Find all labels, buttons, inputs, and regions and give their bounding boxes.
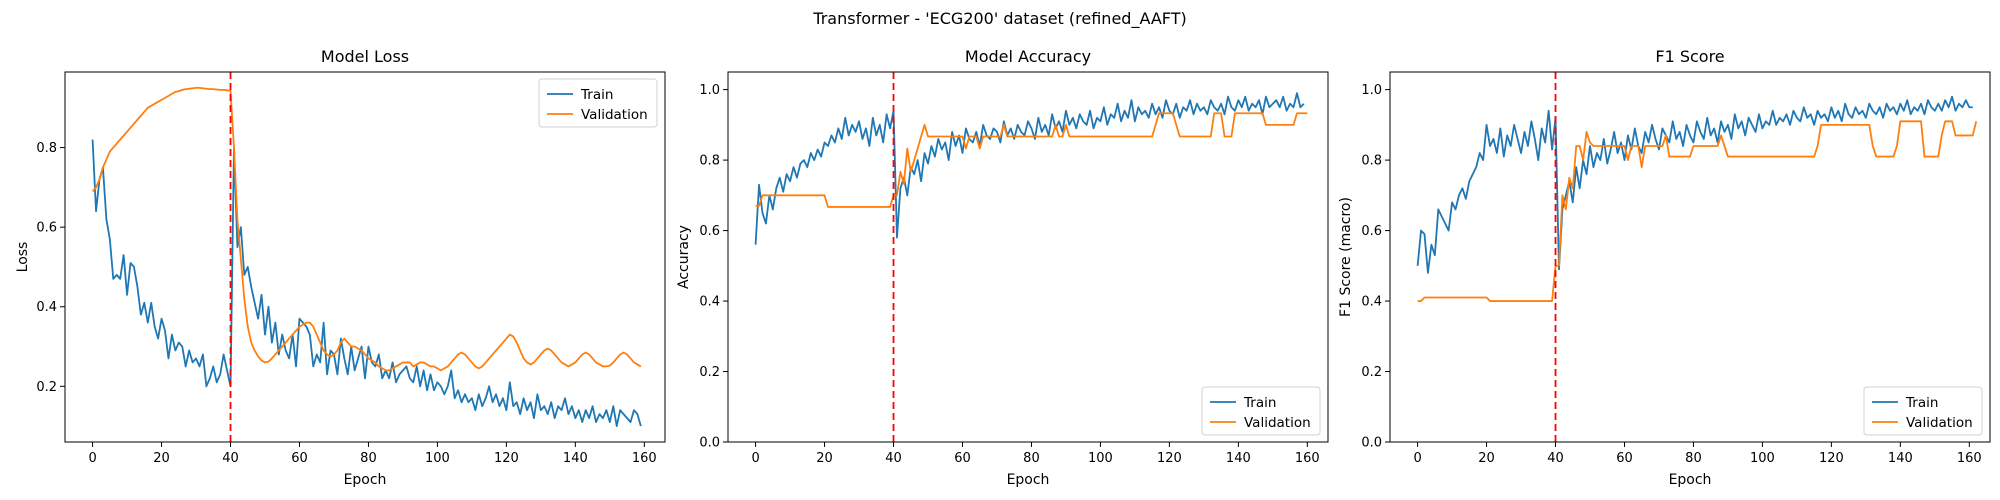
legend-label: Train xyxy=(1905,395,1938,411)
x-tick-label: 40 xyxy=(1547,451,1564,466)
y-axis-label: F1 Score (macro) xyxy=(1338,197,1354,317)
panel-title: F1 Score xyxy=(1655,47,1724,66)
x-tick-label: 20 xyxy=(1478,451,1495,466)
legend-label: Validation xyxy=(1244,415,1311,431)
x-tick-label: 80 xyxy=(1685,451,1702,466)
x-tick-label: 60 xyxy=(291,451,308,466)
legend-label: Train xyxy=(1243,395,1276,411)
axes-frame xyxy=(64,71,666,443)
x-tick-label: 140 xyxy=(1888,451,1913,466)
x-tick-label: 140 xyxy=(563,451,588,466)
x-tick-label: 120 xyxy=(1157,451,1182,466)
y-axis-label: Accuracy xyxy=(676,225,692,289)
x-tick-label: 40 xyxy=(885,451,902,466)
series-line-validation xyxy=(91,87,642,372)
x-axis-label: Epoch xyxy=(1007,472,1050,488)
x-tick-label: 100 xyxy=(1088,451,1113,466)
f1-panel: F1 Score Epoch F1 Score (macro) 0 20 40 60 8… xyxy=(1338,47,1991,488)
y-tick-label: 0.6 xyxy=(36,221,57,236)
x-tick-label: 20 xyxy=(816,451,833,466)
y-tick-label: 0.2 xyxy=(699,365,720,380)
x-axis-label: Epoch xyxy=(1669,472,1712,488)
y-tick-label: 0.0 xyxy=(699,436,720,451)
y-tick-label: 0.4 xyxy=(1361,295,1382,310)
legend-label: Validation xyxy=(581,107,648,123)
x-tick-label: 100 xyxy=(1750,451,1775,466)
x-tick-label: 140 xyxy=(1226,451,1251,466)
y-tick-label: 0.2 xyxy=(36,380,57,395)
series-line-train xyxy=(91,139,642,427)
x-tick-label: 100 xyxy=(425,451,450,466)
x-tick-label: 60 xyxy=(1616,451,1633,466)
y-tick-label: 0.4 xyxy=(699,295,720,310)
x-axis-label: Epoch xyxy=(344,472,387,488)
panel-title: Model Accuracy xyxy=(965,47,1091,66)
x-tick-label: 160 xyxy=(632,451,657,466)
x-tick-label: 40 xyxy=(222,451,239,466)
x-tick-label: 80 xyxy=(360,451,377,466)
y-tick-label: 0.4 xyxy=(36,300,57,315)
axes-frame xyxy=(1389,71,1991,443)
x-tick-label: 160 xyxy=(1295,451,1320,466)
y-tick-label: 0.8 xyxy=(1361,154,1382,169)
y-tick-label: 0.0 xyxy=(1361,436,1382,451)
y-tick-label: 0.8 xyxy=(36,141,57,156)
legend: Train Validation xyxy=(538,78,658,128)
y-tick-label: 0.2 xyxy=(1361,365,1382,380)
panel-title: Model Loss xyxy=(321,47,409,66)
series-line-train xyxy=(1416,95,1973,274)
series-line-validation xyxy=(755,112,1308,208)
figure-suptitle: Transformer - 'ECG200' dataset (refined_… xyxy=(812,9,1186,29)
x-tick-label: 60 xyxy=(954,451,971,466)
series-line-validation xyxy=(1417,120,1978,302)
legend-label: Validation xyxy=(1906,415,1973,431)
y-tick-label: 1.0 xyxy=(699,83,720,98)
legend: Train Validation xyxy=(1863,386,1983,436)
accuracy-panel: Model Accuracy Epoch Accuracy 0 20 40 60 80 1… xyxy=(676,47,1329,488)
y-tick-label: 0.8 xyxy=(699,154,720,169)
series-line-train xyxy=(754,92,1305,245)
x-tick-label: 120 xyxy=(494,451,519,466)
y-tick-label: 0.6 xyxy=(699,224,720,239)
x-tick-label: 160 xyxy=(1957,451,1982,466)
legend-label: Train xyxy=(580,87,613,103)
axes-frame xyxy=(727,71,1329,443)
x-tick-label: 0 xyxy=(751,451,759,466)
y-axis-label: Loss xyxy=(15,242,31,273)
x-tick-label: 80 xyxy=(1023,451,1040,466)
y-tick-label: 0.6 xyxy=(1361,224,1382,239)
x-tick-label: 0 xyxy=(88,451,96,466)
x-tick-label: 120 xyxy=(1819,451,1844,466)
x-tick-label: 20 xyxy=(153,451,170,466)
x-tick-label: 0 xyxy=(1413,451,1421,466)
legend: Train Validation xyxy=(1201,386,1321,436)
y-tick-label: 1.0 xyxy=(1361,83,1382,98)
loss-panel: Model Loss Epoch Loss 0 20 40 60 80 100 120 140… xyxy=(15,47,666,488)
